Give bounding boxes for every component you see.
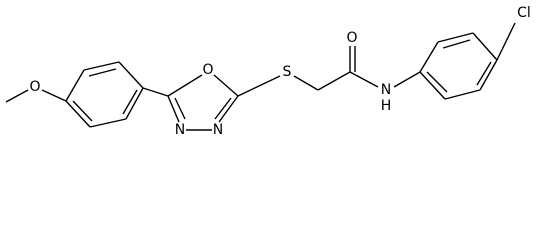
atom-label: H bbox=[381, 98, 392, 114]
atom-label: Cl bbox=[517, 5, 531, 21]
atom-label: S bbox=[283, 64, 292, 80]
atom-label: N bbox=[381, 82, 391, 98]
molecule: O O N N S O N H Cl bbox=[5, 5, 531, 138]
bonds bbox=[5, 22, 516, 131]
atom-label: O bbox=[346, 30, 357, 46]
atom-label: O bbox=[29, 79, 40, 95]
atom-labels: O O N N S O N H Cl bbox=[29, 5, 530, 138]
atom-label: N bbox=[175, 122, 185, 138]
atom-label: O bbox=[202, 62, 213, 78]
atom-label: N bbox=[213, 122, 223, 138]
